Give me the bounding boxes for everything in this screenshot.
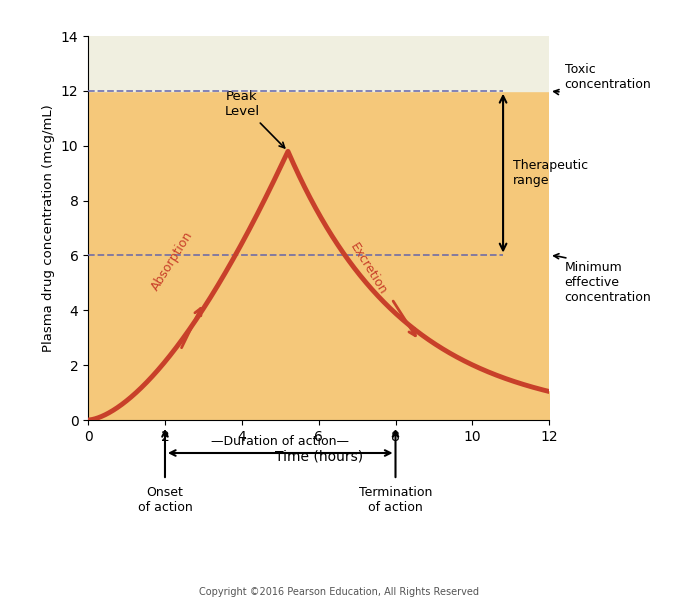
Text: Absorption: Absorption: [149, 229, 196, 293]
Text: Onset
of action: Onset of action: [138, 486, 193, 514]
Text: Excretion: Excretion: [348, 241, 390, 298]
Y-axis label: Plasma drug concentration (mcg/mL): Plasma drug concentration (mcg/mL): [42, 104, 55, 352]
Text: Therapeutic
range: Therapeutic range: [513, 159, 588, 187]
X-axis label: Time (hours): Time (hours): [275, 449, 363, 463]
Text: Peak
Level: Peak Level: [224, 90, 285, 148]
Text: Termination
of action: Termination of action: [359, 486, 432, 514]
Text: Toxic
concentration: Toxic concentration: [554, 63, 652, 95]
Text: —Duration of action—: —Duration of action—: [212, 435, 349, 448]
Text: Copyright ©2016 Pearson Education, All Rights Reserved: Copyright ©2016 Pearson Education, All R…: [199, 587, 479, 597]
Text: Minimum
effective
concentration: Minimum effective concentration: [554, 254, 652, 304]
Bar: [88, 36, 549, 91]
